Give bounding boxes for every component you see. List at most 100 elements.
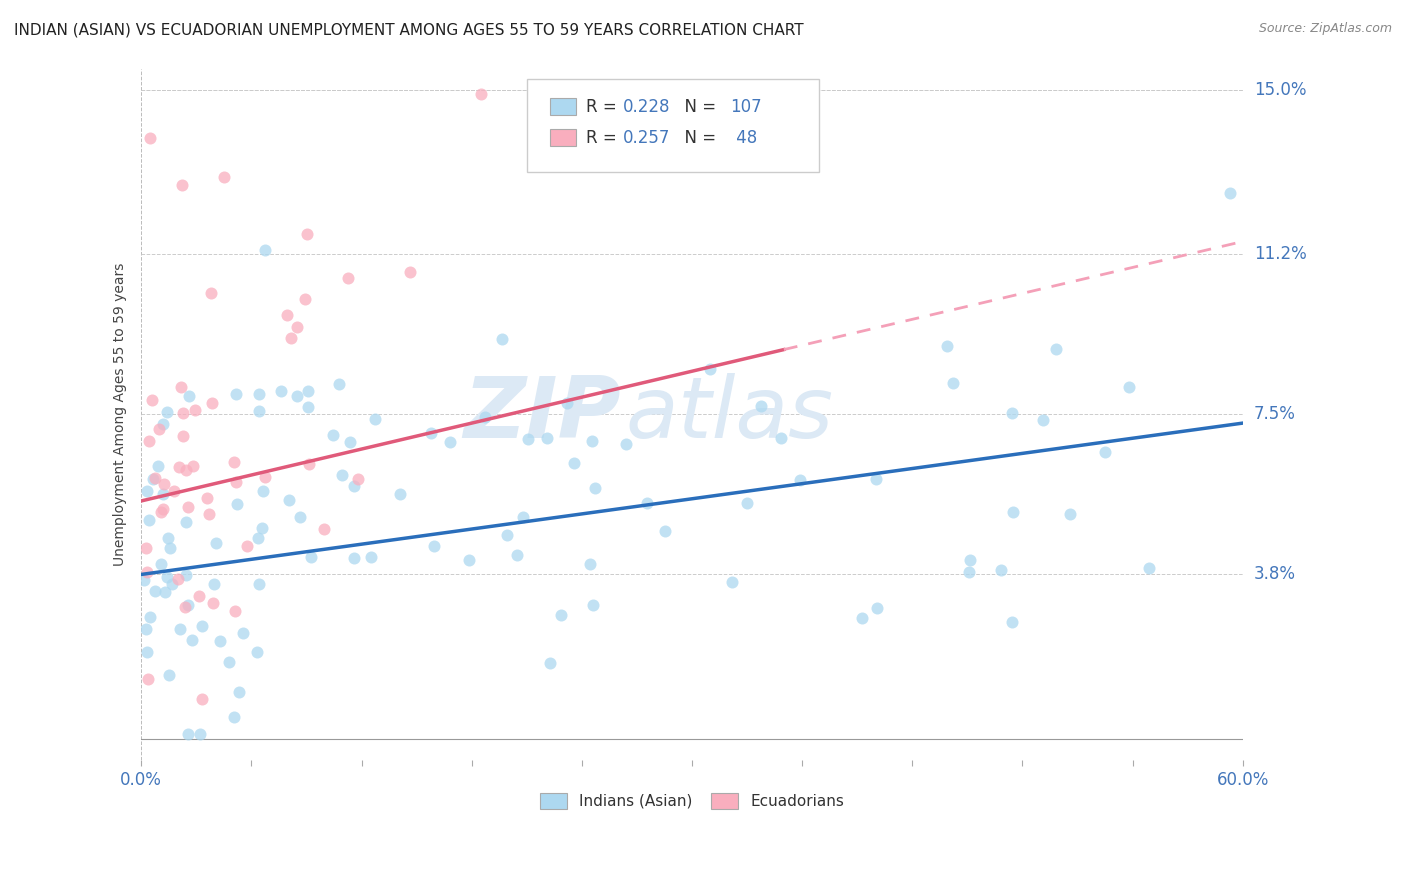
- Point: [253, 469, 276, 483]
- FancyBboxPatch shape: [550, 129, 576, 146]
- Point: [583, 481, 606, 495]
- Point: [188, 589, 211, 603]
- Point: [299, 549, 322, 564]
- Point: [550, 607, 572, 622]
- Point: [136, 484, 159, 499]
- Point: [506, 549, 529, 563]
- FancyBboxPatch shape: [550, 98, 576, 115]
- Point: [1000, 615, 1022, 629]
- Point: [224, 604, 246, 618]
- Point: [139, 609, 162, 624]
- Point: [205, 536, 228, 550]
- Point: [297, 400, 319, 414]
- Point: [399, 265, 422, 279]
- Point: [614, 436, 637, 450]
- Point: [654, 524, 676, 538]
- Point: [188, 727, 211, 741]
- Point: [1118, 380, 1140, 394]
- Point: [152, 486, 174, 500]
- Point: [1139, 561, 1161, 575]
- Point: [496, 528, 519, 542]
- Text: N =: N =: [675, 128, 721, 146]
- Point: [200, 285, 222, 300]
- Y-axis label: Unemployment Among Ages 55 to 59 years: Unemployment Among Ages 55 to 59 years: [114, 263, 128, 566]
- Point: [136, 565, 159, 579]
- Point: [1001, 406, 1024, 420]
- Point: [942, 376, 965, 391]
- Point: [169, 460, 191, 475]
- Point: [581, 434, 603, 448]
- Point: [212, 169, 235, 184]
- Point: [579, 557, 602, 571]
- Point: [149, 557, 172, 571]
- Text: R =: R =: [586, 97, 623, 116]
- Point: [132, 574, 155, 588]
- Point: [276, 308, 298, 322]
- Point: [228, 685, 250, 699]
- Point: [636, 496, 658, 510]
- Point: [232, 625, 254, 640]
- Point: [288, 509, 311, 524]
- Point: [1094, 445, 1116, 459]
- Point: [202, 577, 225, 591]
- Point: [225, 497, 247, 511]
- Point: [174, 463, 197, 477]
- Point: [343, 479, 366, 493]
- Point: [336, 271, 359, 285]
- Point: [581, 145, 603, 159]
- Point: [330, 468, 353, 483]
- Point: [246, 645, 269, 659]
- Point: [181, 458, 204, 473]
- Point: [149, 504, 172, 518]
- Point: [174, 568, 197, 582]
- Point: [343, 551, 366, 566]
- Point: [160, 577, 183, 591]
- Point: [540, 656, 562, 670]
- Point: [1218, 186, 1240, 200]
- Point: [174, 515, 197, 529]
- Point: [163, 483, 186, 498]
- Point: [339, 435, 361, 450]
- Point: [159, 541, 181, 555]
- Point: [169, 623, 191, 637]
- Text: ZIP: ZIP: [463, 373, 620, 456]
- Point: [720, 574, 742, 589]
- Point: [247, 531, 270, 545]
- Point: [278, 493, 301, 508]
- Text: 3.8%: 3.8%: [1254, 566, 1296, 583]
- Point: [1032, 413, 1054, 427]
- Point: [555, 396, 578, 410]
- Point: [1045, 342, 1067, 356]
- Point: [935, 339, 957, 353]
- Point: [156, 405, 179, 419]
- Point: [208, 634, 231, 648]
- Point: [197, 508, 219, 522]
- Point: [458, 553, 481, 567]
- Point: [225, 387, 247, 401]
- Point: [749, 399, 772, 413]
- Point: [419, 425, 441, 440]
- Point: [138, 513, 160, 527]
- Point: [195, 491, 218, 506]
- Point: [155, 584, 177, 599]
- Text: 15.0%: 15.0%: [1254, 81, 1306, 99]
- Point: [135, 541, 157, 555]
- Point: [138, 434, 160, 448]
- Point: [959, 553, 981, 567]
- Point: [297, 227, 319, 241]
- Point: [388, 487, 411, 501]
- Point: [294, 292, 316, 306]
- Legend: Indians (Asian), Ecuadorians: Indians (Asian), Ecuadorians: [533, 787, 851, 815]
- Point: [152, 417, 174, 432]
- Point: [138, 673, 160, 687]
- Text: 11.2%: 11.2%: [1254, 245, 1306, 263]
- Point: [190, 619, 212, 633]
- Point: [252, 483, 274, 498]
- Point: [247, 576, 270, 591]
- Point: [346, 472, 368, 486]
- Point: [218, 655, 240, 669]
- Point: [1001, 505, 1024, 519]
- Point: [250, 521, 273, 535]
- Point: [297, 457, 319, 471]
- Point: [135, 623, 157, 637]
